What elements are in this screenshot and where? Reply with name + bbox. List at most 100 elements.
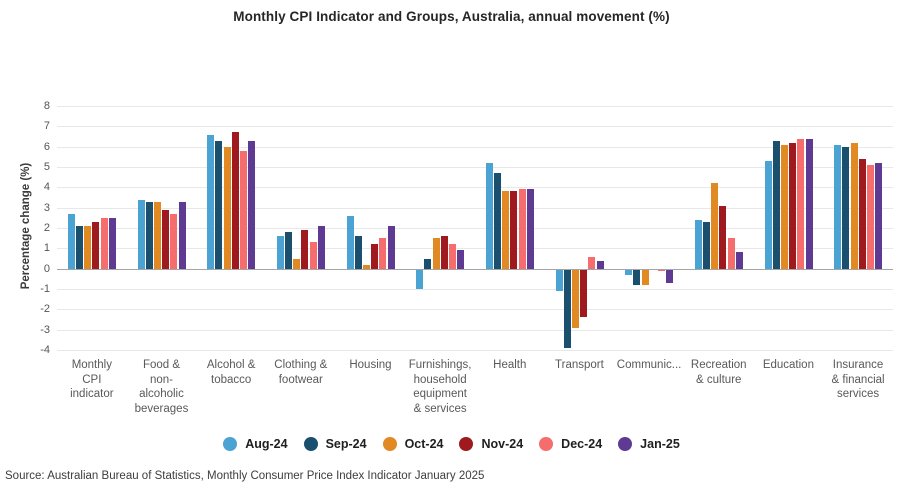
category-label-7: Health — [493, 359, 527, 371]
y-tick-label: 0 — [43, 262, 50, 275]
bar-oct-24-cat3 — [223, 146, 231, 269]
legend-swatch-icon — [459, 437, 474, 451]
bar-jan-25-cat11 — [805, 138, 813, 269]
legend-item-sep-24: Sep-24 — [303, 437, 367, 451]
bar-dec-24-cat3 — [240, 150, 247, 269]
gridline — [57, 309, 893, 311]
zero-baseline — [57, 268, 893, 271]
bar-nov-24-cat1 — [92, 221, 100, 269]
bar-nov-24-cat6 — [440, 236, 448, 269]
legend-label: Jan-25 — [640, 437, 680, 451]
bar-aug-24-cat4 — [276, 236, 284, 269]
bar-jan-25-cat8 — [596, 260, 604, 269]
category-label-11: Education — [762, 359, 814, 371]
category-label-9: Communic... — [616, 359, 682, 371]
category-label-12: Insurance & financial services — [831, 359, 885, 401]
bar-jan-25-cat10 — [735, 252, 743, 269]
bar-oct-24-cat2 — [153, 201, 161, 269]
bar-dec-24-cat4 — [309, 242, 317, 269]
bar-aug-24-cat7 — [485, 162, 493, 269]
gridline — [57, 126, 893, 128]
bar-nov-24-cat10 — [719, 205, 727, 269]
category-label-5: Housing — [349, 359, 392, 371]
gridline — [57, 207, 893, 209]
y-tick-label: -3 — [40, 323, 50, 336]
bar-sep-24-cat9 — [633, 268, 641, 285]
bar-nov-24-cat11 — [789, 142, 797, 269]
category-label-1: Monthly CPI indicator — [70, 359, 114, 401]
bar-jan-25-cat6 — [457, 250, 465, 269]
bar-aug-24-cat10 — [694, 219, 702, 269]
y-axis: 8 7 6 5 4 3 2 1 0 -1 -2 -3 -4 — [0, 100, 50, 356]
bar-sep-24-cat11 — [772, 140, 780, 269]
y-tick-label: 6 — [43, 140, 50, 153]
legend-label: Sep-24 — [325, 437, 367, 451]
legend-label: Nov-24 — [481, 437, 524, 451]
bar-dec-24-cat1 — [100, 217, 108, 269]
bar-dec-24-cat6 — [449, 244, 456, 269]
category-axis: Monthly CPI indicator Food & non- alcohol… — [57, 358, 893, 416]
bar-oct-24-cat12 — [850, 142, 858, 269]
gridline — [57, 228, 893, 229]
bar-nov-24-cat3 — [231, 132, 239, 269]
bar-jan-25-cat3 — [248, 140, 256, 269]
bar-oct-24-cat4 — [293, 258, 301, 269]
bar-sep-24-cat8 — [563, 268, 571, 348]
gridline — [57, 350, 893, 351]
bar-sep-24-cat7 — [494, 173, 501, 269]
gridline — [57, 248, 893, 250]
legend-swatch-icon — [539, 437, 554, 451]
bar-dec-24-cat2 — [170, 213, 178, 269]
bar-sep-24-cat4 — [285, 232, 292, 269]
bar-dec-24-cat7 — [518, 189, 526, 269]
bar-oct-24-cat7 — [502, 191, 510, 269]
legend-swatch-icon — [303, 437, 318, 451]
bar-sep-24-cat10 — [703, 221, 710, 269]
chart-title: Monthly CPI Indicator and Groups, Austra… — [233, 9, 670, 24]
y-tick-label: 4 — [43, 181, 50, 194]
bar-aug-24-cat3 — [207, 134, 215, 269]
bar-oct-24-cat8 — [571, 268, 579, 328]
bar-jan-25-cat5 — [387, 226, 395, 269]
bar-dec-24-cat10 — [727, 238, 735, 269]
source-note: Source: Australian Bureau of Statistics,… — [5, 470, 485, 482]
bar-nov-24-cat7 — [510, 191, 518, 269]
bar-jan-25-cat7 — [526, 189, 534, 269]
bar-nov-24-cat12 — [858, 158, 866, 269]
y-tick-label: -4 — [40, 344, 50, 356]
bar-dec-24-cat8 — [588, 256, 596, 269]
bar-oct-24-cat9 — [641, 268, 649, 285]
category-label-3: Alcohol & tobacco — [206, 359, 256, 386]
y-tick-label: -2 — [40, 303, 50, 316]
legend-swatch-icon — [618, 437, 633, 451]
legend-item-oct-24: Oct-24 — [382, 437, 444, 451]
bar-aug-24-cat6 — [416, 268, 424, 289]
legend-label: Oct-24 — [404, 437, 444, 451]
y-tick-label: 8 — [43, 100, 50, 112]
bar-nov-24-cat5 — [371, 244, 379, 269]
gridline — [57, 146, 893, 148]
bar-aug-24-cat2 — [137, 199, 145, 269]
gridline — [57, 187, 893, 189]
y-tick-label: 7 — [43, 120, 50, 133]
bar-jan-25-cat1 — [108, 217, 116, 269]
bar-sep-24-cat1 — [76, 226, 83, 269]
gridline — [57, 289, 893, 290]
bar-jan-25-cat4 — [317, 226, 325, 269]
bar-sep-24-cat12 — [842, 146, 850, 269]
bar-oct-24-cat10 — [711, 183, 719, 269]
category-label-2: Food & non- alcoholic beverages — [134, 359, 189, 415]
bar-dec-24-cat12 — [867, 165, 874, 269]
gridline — [57, 329, 893, 331]
bar-jan-25-cat2 — [178, 201, 186, 269]
legend-item-dec-24: Dec-24 — [539, 437, 602, 451]
bar-nov-24-cat2 — [162, 209, 170, 269]
bar-sep-24-cat2 — [145, 201, 153, 269]
y-tick-label: 2 — [43, 222, 50, 234]
legend-item-jan-25: Jan-25 — [618, 437, 680, 451]
y-tick-label: -1 — [40, 283, 50, 295]
legend-swatch-icon — [382, 437, 397, 451]
bar-oct-24-cat5 — [362, 264, 370, 269]
bar-jan-25-cat9 — [666, 268, 674, 283]
legend-swatch-icon — [223, 437, 238, 451]
